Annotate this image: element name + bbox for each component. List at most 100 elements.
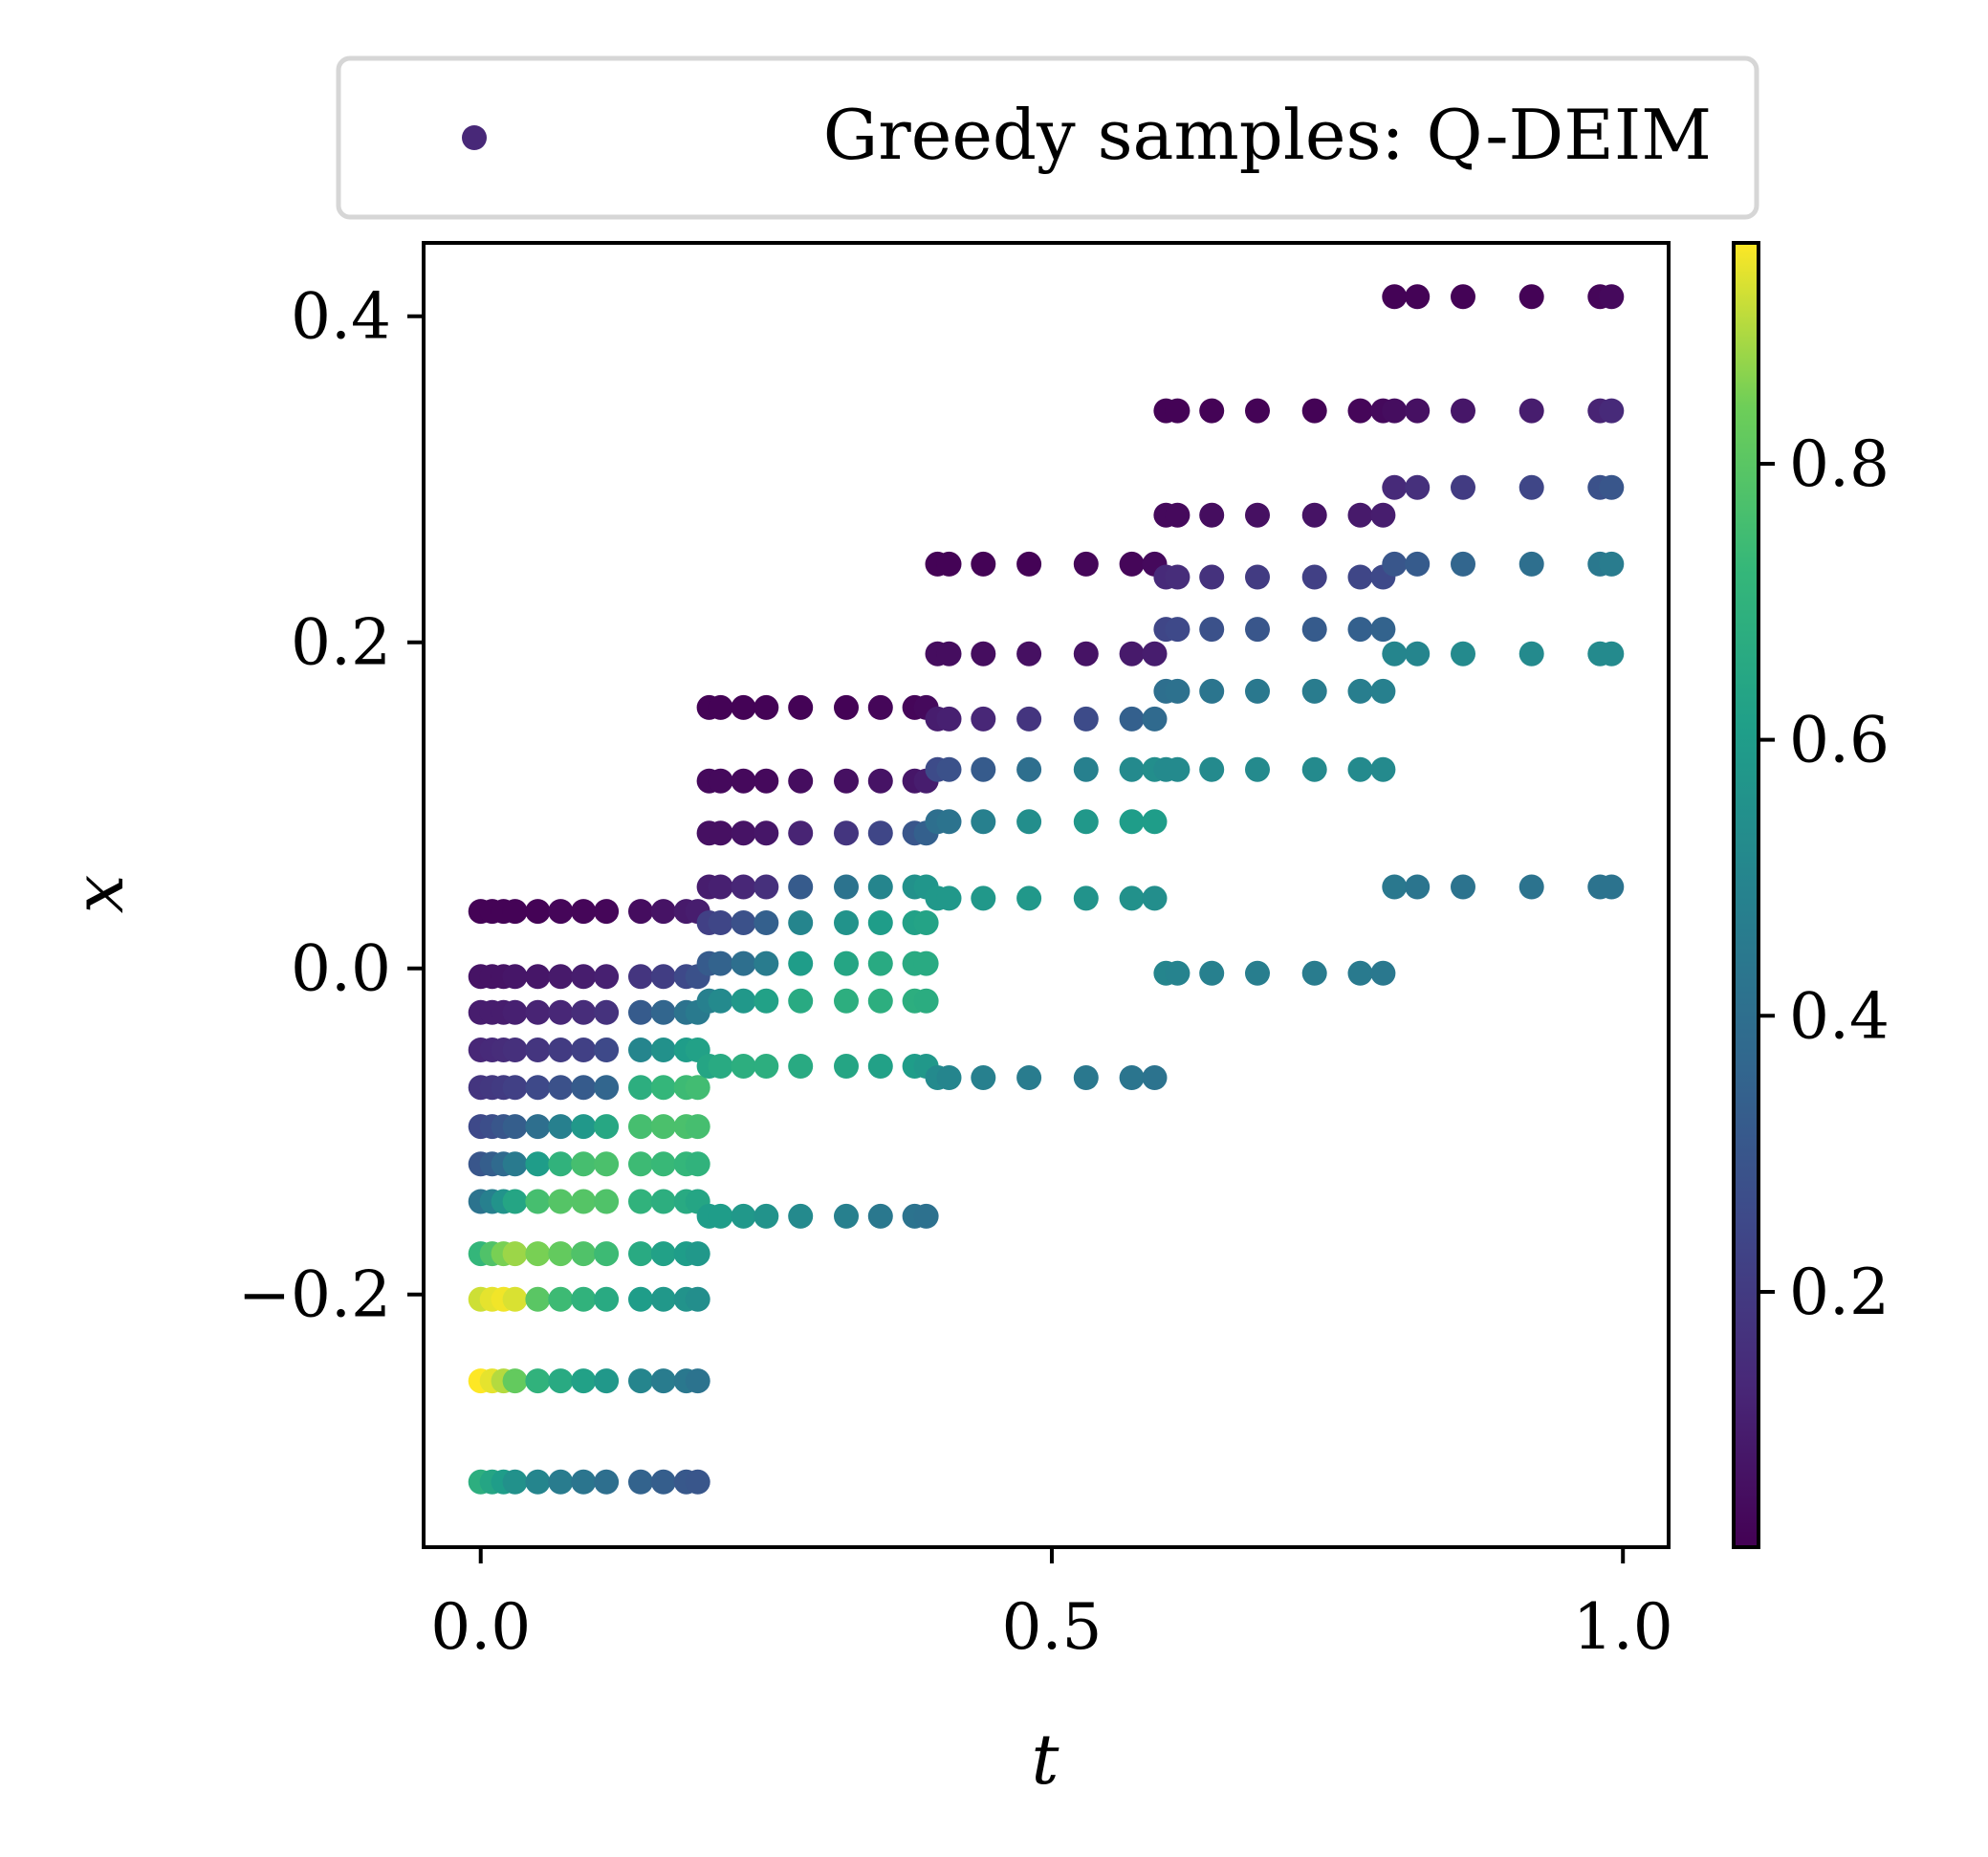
data-point — [913, 910, 939, 935]
legend-marker — [462, 125, 487, 150]
data-point — [502, 1189, 528, 1214]
data-point — [1451, 474, 1475, 500]
data-point — [1142, 641, 1168, 666]
data-point — [731, 1203, 756, 1229]
data-point — [628, 964, 653, 990]
data-point — [1518, 551, 1544, 577]
data-point — [1518, 284, 1544, 310]
data-point — [1370, 617, 1396, 643]
data-point — [1245, 960, 1270, 986]
data-point — [936, 809, 962, 835]
data-point — [571, 1368, 597, 1394]
data-point — [1370, 960, 1396, 986]
data-point — [1451, 551, 1475, 577]
data-point — [1119, 706, 1145, 732]
data-point — [1119, 641, 1145, 666]
data-point — [1405, 474, 1431, 500]
data-point — [594, 999, 620, 1025]
x-tick-label: 0.0 — [430, 1590, 531, 1664]
colorbar-tick-label: 0.6 — [1789, 704, 1890, 777]
data-point — [1599, 551, 1625, 577]
data-point — [525, 1189, 551, 1214]
data-point — [1382, 874, 1408, 900]
data-point — [1599, 874, 1625, 900]
data-point — [628, 1286, 653, 1312]
data-point — [788, 1054, 814, 1079]
data-point — [548, 999, 574, 1025]
data-point — [525, 1368, 551, 1394]
data-point — [650, 1114, 676, 1140]
data-point — [650, 999, 676, 1025]
data-point — [594, 1241, 620, 1267]
data-point — [525, 1241, 551, 1267]
data-point — [571, 1241, 597, 1267]
data-point — [1016, 551, 1042, 577]
data-point — [1599, 398, 1625, 424]
data-point — [650, 1368, 676, 1394]
data-point — [502, 1075, 528, 1101]
data-point — [650, 1151, 676, 1177]
data-point — [1073, 1065, 1099, 1090]
data-point — [1451, 398, 1475, 424]
data-point — [1301, 564, 1327, 590]
data-point — [1405, 874, 1431, 900]
data-point — [628, 999, 653, 1025]
data-point — [571, 1469, 597, 1495]
data-point — [1016, 1065, 1042, 1090]
data-point — [1518, 641, 1544, 666]
data-point — [754, 950, 779, 976]
data-point — [1119, 809, 1145, 835]
data-point — [525, 1151, 551, 1177]
data-point — [708, 1054, 733, 1079]
data-point — [754, 910, 779, 935]
data-point — [708, 874, 733, 900]
data-point — [650, 1241, 676, 1267]
data-point — [594, 1286, 620, 1312]
data-point — [1165, 398, 1191, 424]
data-point — [1382, 284, 1408, 310]
data-point — [1245, 756, 1270, 782]
legend: Greedy samples: Q-DEIM — [336, 55, 1759, 220]
data-point — [1405, 641, 1431, 666]
data-point — [594, 1189, 620, 1214]
data-point — [594, 1368, 620, 1394]
data-point — [708, 768, 733, 794]
data-point — [1347, 756, 1373, 782]
data-point — [502, 999, 528, 1025]
data-point — [1599, 474, 1625, 500]
data-point — [502, 1151, 528, 1177]
data-point — [1245, 398, 1270, 424]
data-point — [867, 950, 893, 976]
data-point — [548, 1241, 574, 1267]
data-point — [731, 988, 756, 1014]
data-point — [1119, 1065, 1145, 1090]
data-point — [834, 874, 859, 900]
data-point — [685, 1241, 710, 1267]
data-point — [834, 988, 859, 1014]
data-point — [502, 1286, 528, 1312]
data-point — [1199, 960, 1225, 986]
data-point — [525, 1286, 551, 1312]
data-point — [594, 1469, 620, 1495]
data-point — [754, 820, 779, 846]
data-point — [548, 1286, 574, 1312]
colorbar-gradient — [1732, 241, 1760, 1549]
data-point — [834, 694, 859, 720]
data-point — [788, 950, 814, 976]
data-point — [1370, 502, 1396, 528]
data-point — [1245, 564, 1270, 590]
y-tick-label: 0.2 — [291, 606, 391, 680]
data-point — [1073, 885, 1099, 911]
data-point — [548, 964, 574, 990]
data-point — [525, 899, 551, 925]
data-point — [1599, 641, 1625, 666]
data-point — [867, 874, 893, 900]
data-point — [1245, 678, 1270, 704]
data-point — [628, 1241, 653, 1267]
colorbar-tick-label: 0.8 — [1789, 427, 1890, 501]
data-point — [650, 1075, 676, 1101]
data-point — [1347, 398, 1373, 424]
data-point — [754, 694, 779, 720]
data-point — [1165, 756, 1191, 782]
